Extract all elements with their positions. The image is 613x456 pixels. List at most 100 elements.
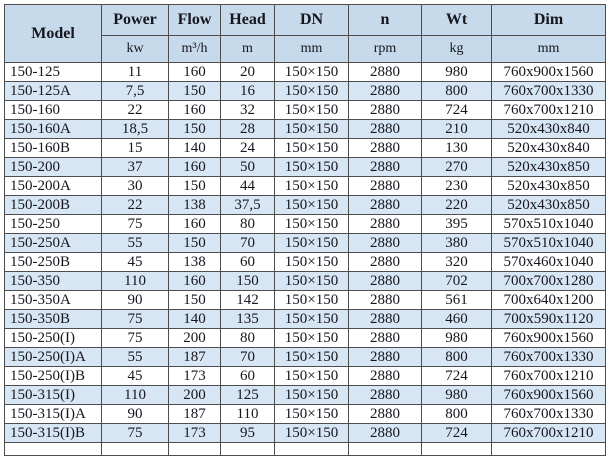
table-row: 150-200B 22 138 37,5 150×150 2880 220 520x430x8… xyxy=(4,195,606,215)
cell-head: 150 xyxy=(220,271,275,291)
header-units-row: kw m³/h m mm rpm kg mm xyxy=(5,35,606,63)
cell-flow: 160 xyxy=(168,100,221,120)
cell-model: 150-315(I)A xyxy=(4,404,102,424)
cell-dn: 150×150 xyxy=(274,233,349,253)
cell-dn: 150×150 xyxy=(274,290,349,310)
unit-power: kw xyxy=(101,35,169,63)
cell-model: 150-350 xyxy=(4,271,102,291)
cell-empty xyxy=(274,442,349,456)
cell-empty xyxy=(220,442,275,456)
cell-model: 150-315(I) xyxy=(4,385,102,405)
cell-n: 2880 xyxy=(348,195,422,215)
cell-dn: 150×150 xyxy=(274,366,349,386)
cell-model: 150-125 xyxy=(4,62,102,82)
cell-model: 150-250 xyxy=(4,214,102,234)
table-row: 150-350A 90 150 142 150×150 2880 561 700x640x12… xyxy=(4,290,606,310)
table-row: 150-250A 55 150 70 150×150 2880 380 570x510x104… xyxy=(4,233,606,253)
cell-head: 70 xyxy=(220,347,275,367)
cell-wt: 980 xyxy=(421,62,492,82)
cell-dim: 570x460x1040 xyxy=(491,252,606,272)
cell-dim: 700x640x1200 xyxy=(491,290,606,310)
cell-wt: 800 xyxy=(421,81,492,101)
col-header-head: Head xyxy=(220,4,275,36)
cell-head: 20 xyxy=(220,62,275,82)
cell-power: 90 xyxy=(101,290,169,310)
cell-flow: 200 xyxy=(168,385,221,405)
col-header-model: Model xyxy=(4,4,102,63)
cell-head: 95 xyxy=(220,423,275,443)
cell-flow: 160 xyxy=(168,157,221,177)
cell-dim: 760x700x1330 xyxy=(491,81,606,101)
cell-empty xyxy=(101,442,169,456)
table-body: 150-125 11 160 20 150×150 2880 980 760x900x1560… xyxy=(4,62,606,456)
col-header-flow: Flow xyxy=(168,4,221,36)
cell-flow: 187 xyxy=(168,404,221,424)
table-row: 150-250(I) 75 200 80 150×150 2880 980 760x900x1… xyxy=(4,328,606,348)
cell-dn: 150×150 xyxy=(274,423,349,443)
cell-n: 2880 xyxy=(348,309,422,329)
cell-n: 2880 xyxy=(348,62,422,82)
cell-dn: 150×150 xyxy=(274,62,349,82)
cell-head: 70 xyxy=(220,233,275,253)
cell-n: 2880 xyxy=(348,119,422,139)
table-row: 150-250(I)B 45 173 60 150×150 2880 724 760x700x… xyxy=(4,366,606,386)
cell-power: 7,5 xyxy=(101,81,169,101)
cell-dim: 760x900x1560 xyxy=(491,62,606,82)
cell-dim: 520x430x850 xyxy=(491,176,606,196)
cell-power: 75 xyxy=(101,328,169,348)
cell-power: 30 xyxy=(101,176,169,196)
cell-model: 150-250(I) xyxy=(4,328,102,348)
table-row: 150-350 110 160 150 150×150 2880 702 700x700x12… xyxy=(4,271,606,291)
cell-flow: 140 xyxy=(168,138,221,158)
cell-n: 2880 xyxy=(348,176,422,196)
cell-dim: 760x700x1210 xyxy=(491,100,606,120)
table-row: 150-160B 15 140 24 150×150 2880 130 520x430x840 xyxy=(4,138,606,158)
cell-n: 2880 xyxy=(348,100,422,120)
cell-head: 125 xyxy=(220,385,275,405)
cell-power: 75 xyxy=(101,423,169,443)
cell-dim: 700x700x1280 xyxy=(491,271,606,291)
cell-dn: 150×150 xyxy=(274,271,349,291)
cell-head: 60 xyxy=(220,252,275,272)
cell-power: 75 xyxy=(101,214,169,234)
cell-wt: 724 xyxy=(421,100,492,120)
cell-flow: 140 xyxy=(168,309,221,329)
cell-wt: 220 xyxy=(421,195,492,215)
cell-power: 22 xyxy=(101,100,169,120)
cell-dn: 150×150 xyxy=(274,195,349,215)
cell-power: 55 xyxy=(101,233,169,253)
cell-dn: 150×150 xyxy=(274,176,349,196)
cell-empty xyxy=(168,442,221,456)
cell-head: 37,5 xyxy=(220,195,275,215)
unit-dn: mm xyxy=(274,35,349,63)
cell-n: 2880 xyxy=(348,271,422,291)
cell-wt: 800 xyxy=(421,404,492,424)
cell-flow: 173 xyxy=(168,423,221,443)
cell-dim: 760x900x1560 xyxy=(491,385,606,405)
table-row: 150-160A 18,5 150 28 150×150 2880 210 520x430x8… xyxy=(4,119,606,139)
cell-flow: 138 xyxy=(168,195,221,215)
cell-dn: 150×150 xyxy=(274,385,349,405)
table-row: 150-315(I)B 75 173 95 150×150 2880 724 760x700x… xyxy=(4,423,606,443)
cell-flow: 138 xyxy=(168,252,221,272)
cell-wt: 270 xyxy=(421,157,492,177)
cell-n: 2880 xyxy=(348,328,422,348)
cell-dim: 760x700x1330 xyxy=(491,404,606,424)
cell-model: 150-350B xyxy=(4,309,102,329)
cell-model: 150-160B xyxy=(4,138,102,158)
cell-model: 150-160 xyxy=(4,100,102,120)
cell-dim: 760x700x1210 xyxy=(491,366,606,386)
cell-dn: 150×150 xyxy=(274,214,349,234)
cell-dim: 760x700x1210 xyxy=(491,423,606,443)
cell-wt: 230 xyxy=(421,176,492,196)
cell-flow: 150 xyxy=(168,290,221,310)
cell-power: 18,5 xyxy=(101,119,169,139)
unit-wt: kg xyxy=(421,35,492,63)
col-header-dim: Dim xyxy=(491,4,606,36)
cell-dim: 760x900x1560 xyxy=(491,328,606,348)
cell-wt: 980 xyxy=(421,385,492,405)
cell-dim: 520x430x850 xyxy=(491,195,606,215)
cell-dim: 520x430x850 xyxy=(491,157,606,177)
unit-n: rpm xyxy=(348,35,422,63)
cell-model: 150-350A xyxy=(4,290,102,310)
